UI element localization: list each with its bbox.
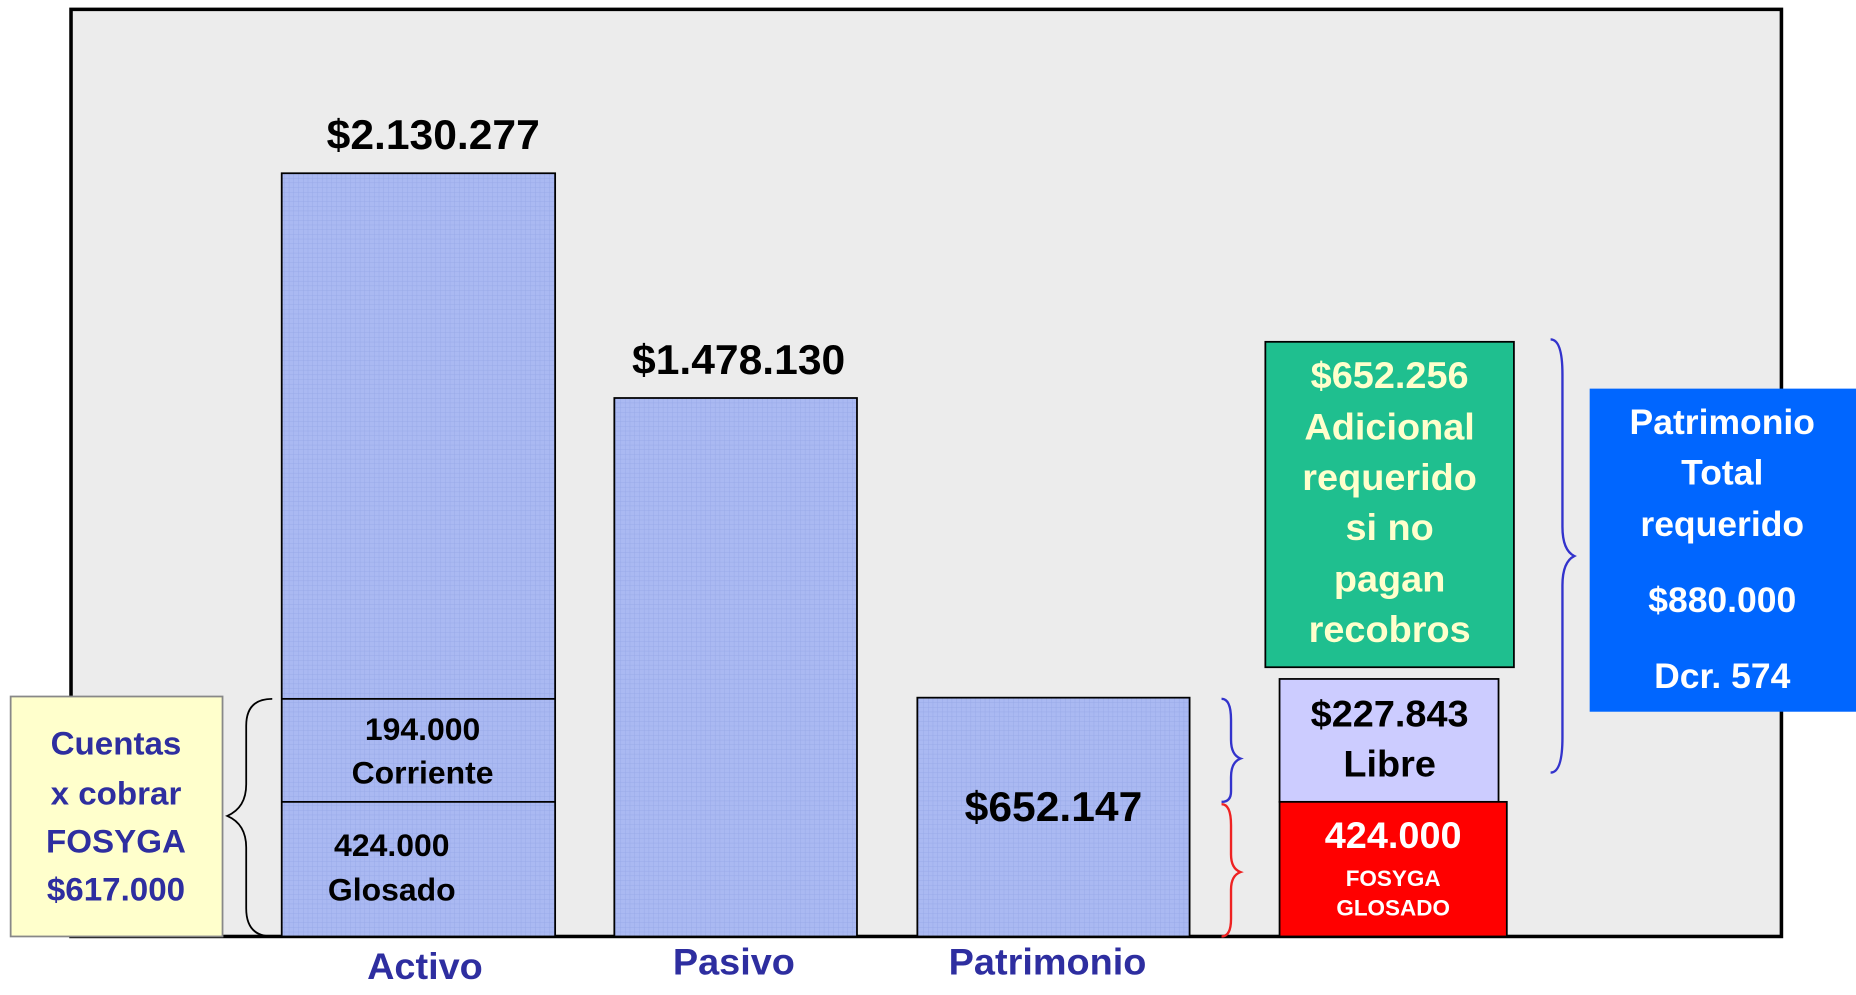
libre-box bbox=[1278, 678, 1500, 803]
box-line: $880.000 bbox=[1648, 581, 1796, 620]
segment-name: Glosado bbox=[328, 871, 456, 907]
glosado-value: 424.000 bbox=[1325, 814, 1462, 856]
segment-name: Corriente bbox=[352, 754, 494, 790]
bar-patrimonio bbox=[916, 696, 1191, 938]
box-line: Cuentas bbox=[51, 724, 182, 761]
box-line: Dcr. 574 bbox=[1654, 657, 1791, 696]
brace bbox=[225, 697, 273, 938]
brace bbox=[1221, 697, 1244, 804]
glosado-box bbox=[1278, 800, 1508, 938]
brace bbox=[1550, 338, 1577, 774]
adicional-box bbox=[1264, 340, 1515, 669]
segment-value: 194.000 bbox=[365, 711, 480, 747]
glosado-line: GLOSADO bbox=[1336, 896, 1450, 921]
glosado-line: FOSYGA bbox=[1346, 866, 1441, 891]
box-line: FOSYGA bbox=[46, 823, 186, 860]
box-line: x cobrar bbox=[51, 775, 182, 812]
box-line: recobros bbox=[1309, 608, 1471, 650]
box-line: Patrimonio bbox=[1630, 403, 1815, 442]
box-line: requerido bbox=[1302, 456, 1477, 498]
box-line: Adicional bbox=[1304, 406, 1474, 448]
total-requerido-box bbox=[1589, 388, 1856, 712]
bar-label: Pasivo bbox=[673, 941, 795, 983]
bar-label: Activo bbox=[367, 945, 483, 987]
cuentas-box bbox=[9, 695, 224, 938]
total-label: $2.130.277 bbox=[327, 111, 540, 158]
bar-label: Patrimonio bbox=[949, 941, 1147, 983]
total-label: $1.478.130 bbox=[632, 336, 845, 383]
box-line: Total bbox=[1681, 454, 1763, 493]
box-line: Libre bbox=[1343, 743, 1436, 785]
box-line: requerido bbox=[1640, 505, 1804, 544]
bar-activo bbox=[280, 172, 557, 938]
box-line: pagan bbox=[1334, 558, 1446, 600]
box-line: $652.256 bbox=[1311, 354, 1469, 396]
brace bbox=[1221, 803, 1244, 938]
box-line: $617.000 bbox=[47, 871, 185, 908]
segment-value: 424.000 bbox=[334, 827, 449, 863]
bar-pasivo bbox=[613, 397, 858, 938]
box-line: $227.843 bbox=[1311, 692, 1469, 734]
total-label: $652.147 bbox=[965, 783, 1143, 830]
box-line: si no bbox=[1345, 506, 1433, 548]
